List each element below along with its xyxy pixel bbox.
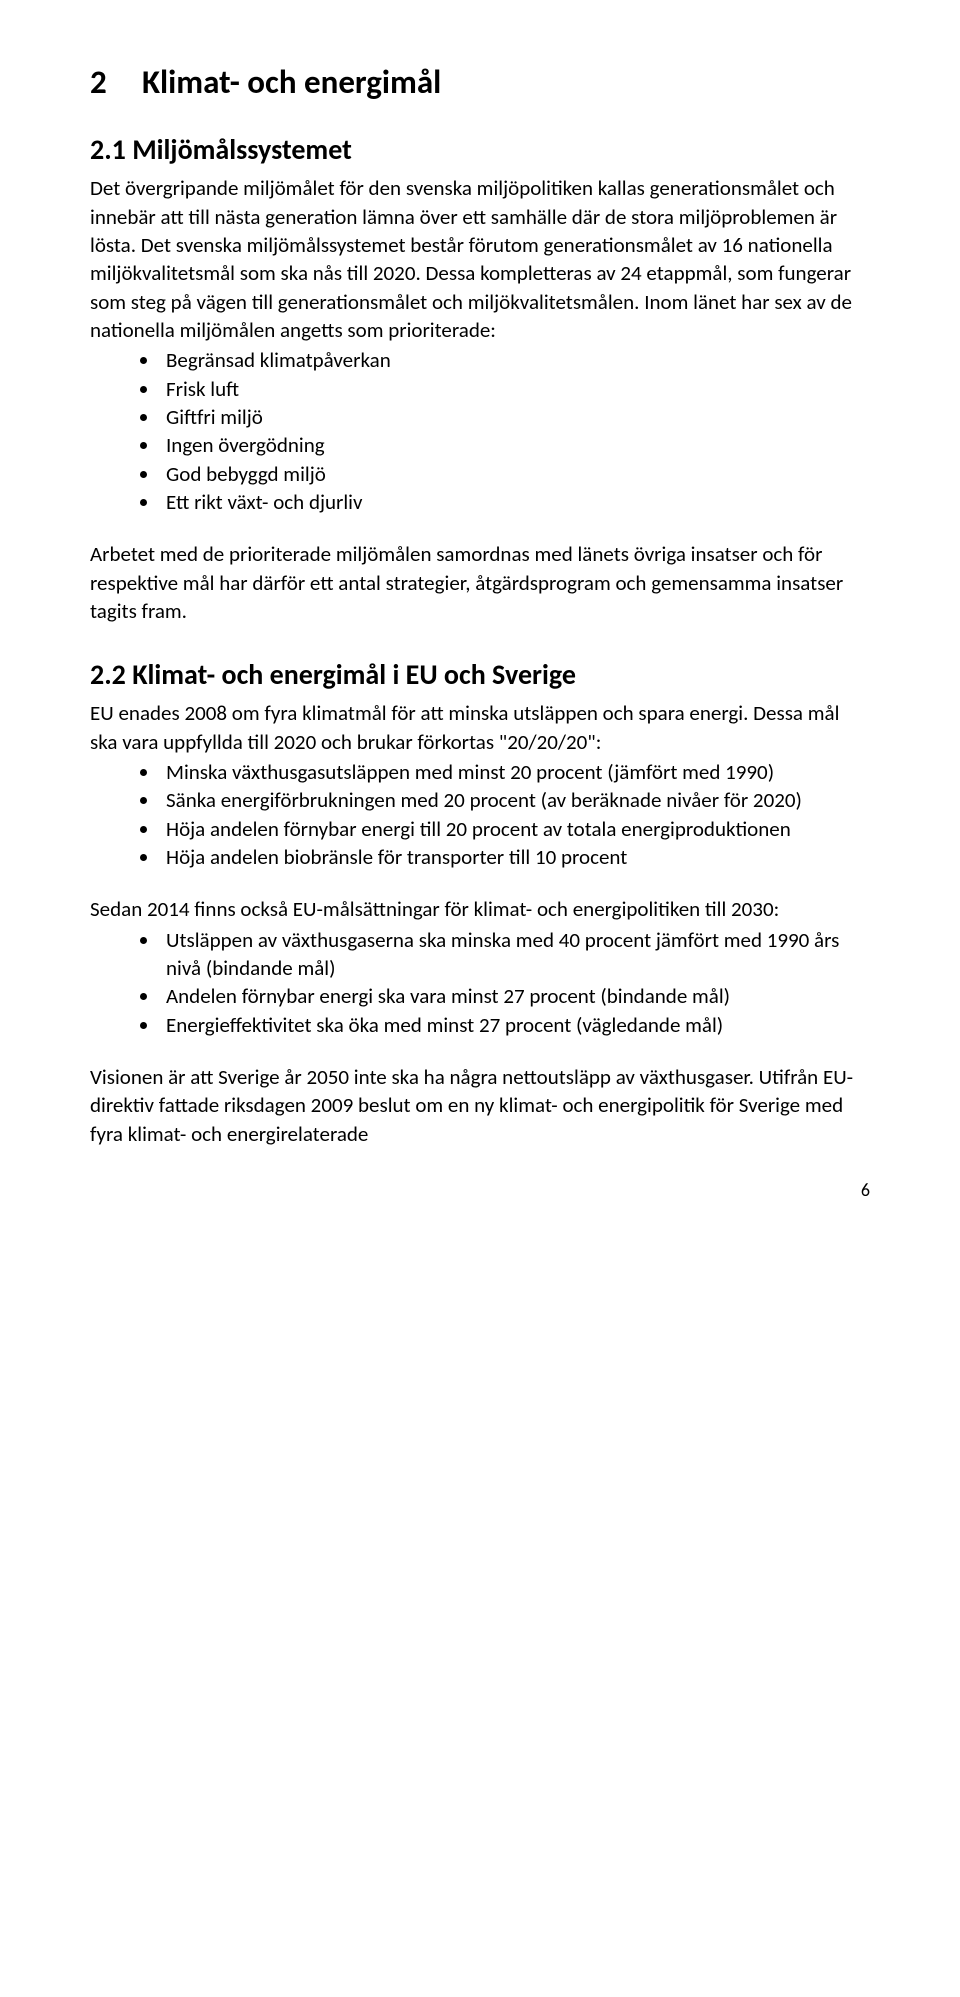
- list-item: Minska växthusgasutsläppen med minst 20 …: [160, 758, 870, 786]
- bullet-list: Minska växthusgasutsläppen med minst 20 …: [90, 758, 870, 871]
- subsection-heading-22: 2.2 Klimat- och energimål i EU och Sveri…: [90, 656, 870, 694]
- list-item: Utsläppen av växthusgaserna ska minska m…: [160, 926, 870, 983]
- paragraph: EU enades 2008 om fyra klimatmål för att…: [90, 699, 870, 756]
- list-item: Energieffektivitet ska öka med minst 27 …: [160, 1011, 870, 1039]
- paragraph: Arbetet med de prioriterade miljömålen s…: [90, 540, 870, 625]
- list-item: Frisk luft: [160, 375, 870, 403]
- list-item: God bebyggd miljö: [160, 460, 870, 488]
- subsection-heading-21: 2.1 Miljömålssystemet: [90, 131, 870, 169]
- page-number: 6: [90, 1178, 870, 1202]
- paragraph: Det övergripande miljömålet för den sven…: [90, 174, 870, 344]
- paragraph: Visionen är att Sverige år 2050 inte ska…: [90, 1063, 870, 1148]
- section-number: 2: [90, 60, 142, 105]
- list-item: Giftfri miljö: [160, 403, 870, 431]
- paragraph: Sedan 2014 finns också EU-målsättningar …: [90, 895, 870, 923]
- list-item: Ett rikt växt- och djurliv: [160, 488, 870, 516]
- list-item: Andelen förnybar energi ska vara minst 2…: [160, 982, 870, 1010]
- bullet-list: Utsläppen av växthusgaserna ska minska m…: [90, 926, 870, 1039]
- list-item: Ingen övergödning: [160, 431, 870, 459]
- section-title: Klimat- och energimål: [142, 62, 441, 102]
- list-item: Begränsad klimatpåverkan: [160, 346, 870, 374]
- bullet-list: Begränsad klimatpåverkan Frisk luft Gift…: [90, 346, 870, 516]
- section-heading: 2Klimat- och energimål: [90, 60, 870, 105]
- list-item: Sänka energiförbrukningen med 20 procent…: [160, 786, 870, 814]
- list-item: Höja andelen förnybar energi till 20 pro…: [160, 815, 870, 843]
- list-item: Höja andelen biobränsle för transporter …: [160, 843, 870, 871]
